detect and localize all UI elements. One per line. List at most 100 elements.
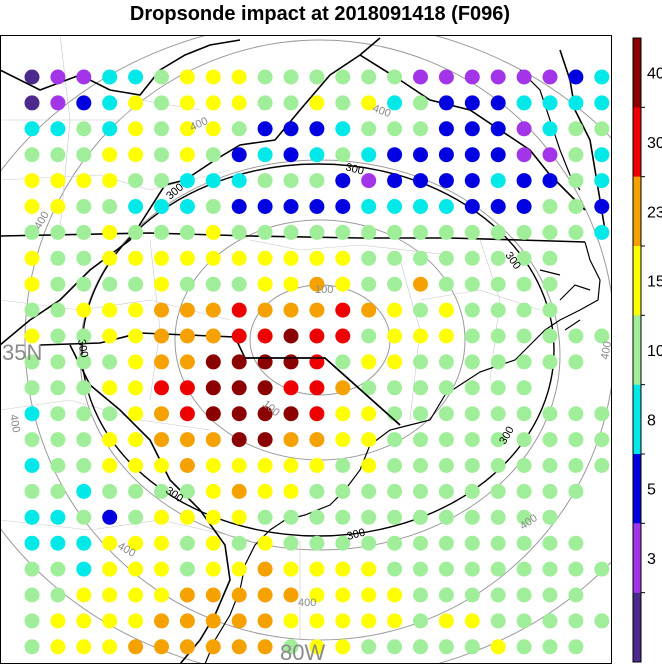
impact-dot: [438, 587, 454, 603]
impact-dot: [309, 173, 325, 189]
impact-dot: [490, 69, 506, 85]
impact-dot: [76, 639, 92, 655]
impact-dot: [257, 328, 273, 344]
impact-dot: [257, 613, 273, 629]
impact-dot: [413, 483, 428, 499]
impact-dot: [594, 613, 610, 629]
impact-dot: [568, 561, 584, 577]
impact-dot: [490, 483, 506, 499]
impact-dot: [387, 432, 403, 448]
impact-dot: [568, 173, 584, 189]
impact-dot: [76, 276, 92, 292]
ring-label-400-e: 400: [599, 340, 614, 360]
impact-dot: [542, 69, 558, 85]
impact-dot: [205, 509, 221, 525]
impact-dot: [128, 406, 144, 422]
impact-dot: [24, 224, 40, 240]
impact-dot: [102, 483, 118, 499]
impact-dot: [361, 95, 377, 111]
impact-dot: [413, 224, 428, 240]
impact-dot: [361, 354, 377, 370]
impact-dot: [179, 406, 195, 422]
impact-dot: [438, 639, 454, 655]
impact-dot: [24, 406, 40, 422]
impact-dot: [464, 173, 480, 189]
impact-dot: [205, 250, 221, 266]
impact-dot: [413, 406, 428, 422]
impact-dot: [154, 199, 169, 214]
impact-dot: [438, 561, 454, 577]
impact-dot: [154, 380, 169, 396]
impact-dot: [335, 147, 351, 163]
impact-dot: [413, 69, 428, 85]
impact-dot: [361, 380, 377, 396]
impact-dot: [335, 432, 351, 448]
impact-dot: [76, 95, 92, 111]
impact-dot: [154, 509, 169, 525]
impact-dot: [205, 173, 221, 189]
impact-dot: [128, 639, 144, 655]
impact-dot: [76, 354, 92, 370]
ring-label-400-ne: 400: [371, 103, 392, 121]
impact-dot: [205, 224, 221, 240]
impact-dot: [231, 483, 247, 499]
impact-dot: [568, 483, 584, 499]
impact-dot: [516, 354, 532, 370]
impact-dot: [309, 458, 325, 473]
impact-dot: [128, 354, 144, 370]
impact-dot: [594, 121, 610, 137]
impact-dot: [387, 561, 403, 577]
impact-dot: [128, 95, 144, 111]
impact-dot: [438, 95, 454, 111]
impact-dot: [438, 458, 454, 473]
impact-dot: [179, 276, 195, 292]
impact-dot: [516, 406, 532, 422]
impact-dot: [309, 406, 325, 422]
impact-dot: [464, 639, 480, 655]
contour-label-300-n: 300: [344, 161, 365, 177]
impact-dot: [283, 147, 299, 163]
impact-dot: [438, 250, 454, 266]
impact-dot: [205, 147, 221, 163]
impact-dot: [179, 250, 195, 266]
impact-dot: [361, 302, 377, 318]
impact-dot: [387, 95, 403, 111]
impact-dot: [387, 250, 403, 266]
impact-dot: [128, 587, 144, 603]
impact-dot: [102, 458, 118, 473]
impact-dot: [361, 561, 377, 577]
impact-dot: [413, 432, 428, 448]
impact-dot: [205, 458, 221, 473]
impact-dot: [128, 276, 144, 292]
impact-dot: [490, 639, 506, 655]
impact-dot: [413, 250, 428, 266]
impact-dot: [335, 509, 351, 525]
impact-dot: [438, 121, 454, 137]
impact-dot: [231, 587, 247, 603]
impact-dot: [102, 587, 118, 603]
colorbar-label: 8: [647, 412, 656, 429]
impact-dot: [128, 613, 144, 629]
impact-dot: [76, 69, 92, 85]
impact-dot: [413, 302, 428, 318]
impact-dot: [594, 173, 610, 189]
impact-dot: [594, 199, 610, 214]
impact-dot: [102, 95, 118, 111]
impact-dot: [490, 535, 506, 551]
impact-dot: [24, 432, 40, 448]
impact-dot: [542, 639, 558, 655]
impact-dot: [76, 509, 92, 525]
impact-dot: [154, 483, 169, 499]
impact-dot: [438, 483, 454, 499]
impact-dot: [154, 173, 169, 189]
impact-dot: [283, 173, 299, 189]
impact-dot: [309, 587, 325, 603]
impact-dot: [154, 561, 169, 577]
impact-dot: [179, 199, 195, 214]
impact-dot: [309, 483, 325, 499]
impact-dot: [490, 561, 506, 577]
impact-dot: [154, 354, 169, 370]
impact-dot: [516, 535, 532, 551]
impact-dot: [361, 224, 377, 240]
impact-dot: [154, 328, 169, 344]
